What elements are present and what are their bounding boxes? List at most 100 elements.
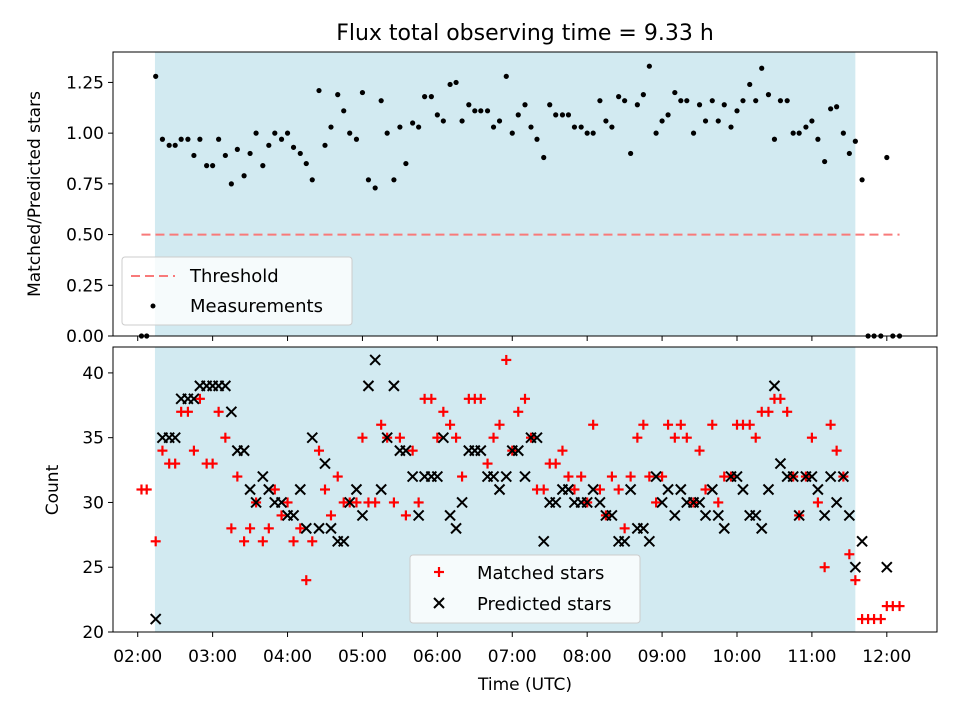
measurement-point	[522, 102, 528, 108]
measurement-point	[353, 136, 360, 142]
measurement-point	[322, 142, 328, 148]
predicted-star-point	[849, 561, 862, 573]
measurement-point	[478, 108, 484, 114]
matched-star-point	[894, 601, 905, 612]
measurement-point	[815, 136, 821, 142]
predicted-star-point	[818, 509, 831, 522]
measurement-point	[678, 98, 684, 104]
matched-star-point	[557, 445, 568, 456]
matched-star-point	[226, 523, 237, 534]
measurement-point	[416, 124, 422, 130]
predicted-star-point	[319, 457, 331, 470]
bottom-x-tick-label: 11:00	[787, 647, 836, 667]
predicted-star-point	[238, 444, 250, 457]
top-legend-box	[121, 256, 353, 326]
bottom-y-tick-label: 30	[82, 493, 104, 513]
matched-star-point	[357, 432, 368, 443]
matched-stars-points	[136, 354, 905, 625]
matched-star-point	[713, 497, 724, 508]
matched-star-point	[295, 523, 306, 534]
predicted-star-point	[718, 522, 730, 535]
measurement-point	[590, 130, 596, 136]
predicted-star-point	[456, 496, 468, 509]
measurement-point	[341, 108, 347, 114]
measurement-point	[185, 136, 191, 142]
legend-predicted-swatch	[433, 597, 445, 609]
matched-star-point	[775, 393, 786, 404]
predicted-star-point	[263, 483, 275, 496]
matched-star-point	[376, 419, 387, 430]
matched-star-point	[150, 536, 161, 547]
predicted-star-point	[594, 496, 606, 509]
measurement-point	[665, 112, 671, 118]
matched-star-point	[314, 445, 324, 456]
matched-star-point	[370, 497, 381, 508]
measurement-point	[771, 136, 778, 142]
measurement-point	[372, 185, 378, 191]
predicted-star-point	[149, 613, 162, 625]
measurement-point	[696, 102, 703, 108]
matched-star-point	[438, 406, 449, 417]
predicted-star-point	[731, 470, 743, 483]
matched-star-point	[457, 471, 468, 482]
matched-star-point	[407, 445, 418, 456]
predicted-star-point	[437, 431, 450, 444]
matched-star-point	[638, 419, 649, 430]
measurement-point	[709, 98, 715, 104]
matched-star-point	[806, 432, 817, 443]
measurement-point	[859, 177, 865, 183]
predicted-star-point	[381, 431, 393, 444]
x-axis-label: Time (UTC)	[477, 675, 572, 695]
matched-star-point	[606, 471, 617, 482]
predicted-star-point	[881, 561, 893, 573]
measurement-point	[453, 79, 459, 86]
bottom-x-tick-label: 06:00	[413, 647, 462, 667]
predicted-star-point	[806, 470, 818, 483]
matched-star-point	[632, 432, 643, 443]
measurement-point	[634, 102, 640, 108]
matched-star-point	[475, 393, 486, 404]
matched-star-point	[263, 523, 274, 534]
matched-star-point	[501, 354, 512, 365]
measurement-point	[234, 146, 240, 152]
measurement-point	[597, 98, 603, 104]
predicted-star-point	[450, 522, 462, 535]
predicted-star-point	[856, 535, 868, 548]
bottom-x-tick-label: 03:00	[188, 647, 237, 667]
predicted-star-point	[493, 483, 506, 496]
measurement-point	[777, 98, 784, 104]
bottom-y-ticks: 20 25 30 35 40	[82, 364, 113, 643]
measurement-point	[616, 94, 622, 100]
bottom-x-tick-label: 05:00	[338, 647, 387, 667]
matched-star-point	[288, 536, 299, 547]
measurement-point	[559, 112, 566, 118]
measurement-point	[578, 124, 584, 130]
predicted-star-point	[169, 431, 181, 444]
measurement-point	[734, 108, 740, 114]
bottom-x-tick-label: 09:00	[638, 647, 687, 667]
matched-star-point	[400, 510, 411, 521]
predicted-star-point	[762, 483, 775, 496]
measurement-point	[284, 130, 291, 136]
matched-star-point	[426, 393, 437, 404]
matched-star-point	[681, 432, 692, 443]
matched-star-point	[488, 432, 499, 443]
predicted-star-point	[637, 522, 650, 535]
legend-threshold-label: Threshold	[189, 266, 279, 287]
measurement-point	[541, 154, 547, 161]
measurement-point	[228, 181, 234, 187]
predicted-star-point	[768, 380, 781, 392]
measurement-point	[397, 124, 403, 130]
top-legend: Threshold Measurements	[121, 256, 353, 326]
matched-star-point	[550, 458, 561, 469]
matched-star-point	[157, 445, 168, 456]
predicted-star-point	[699, 509, 712, 522]
matched-star-point	[569, 484, 580, 495]
predicted-star-point	[294, 483, 306, 496]
predicted-star-point	[712, 509, 724, 522]
measurement-point	[428, 94, 434, 100]
matched-star-point	[707, 419, 718, 430]
matched-star-point	[494, 419, 505, 430]
measurement-point	[721, 102, 727, 108]
